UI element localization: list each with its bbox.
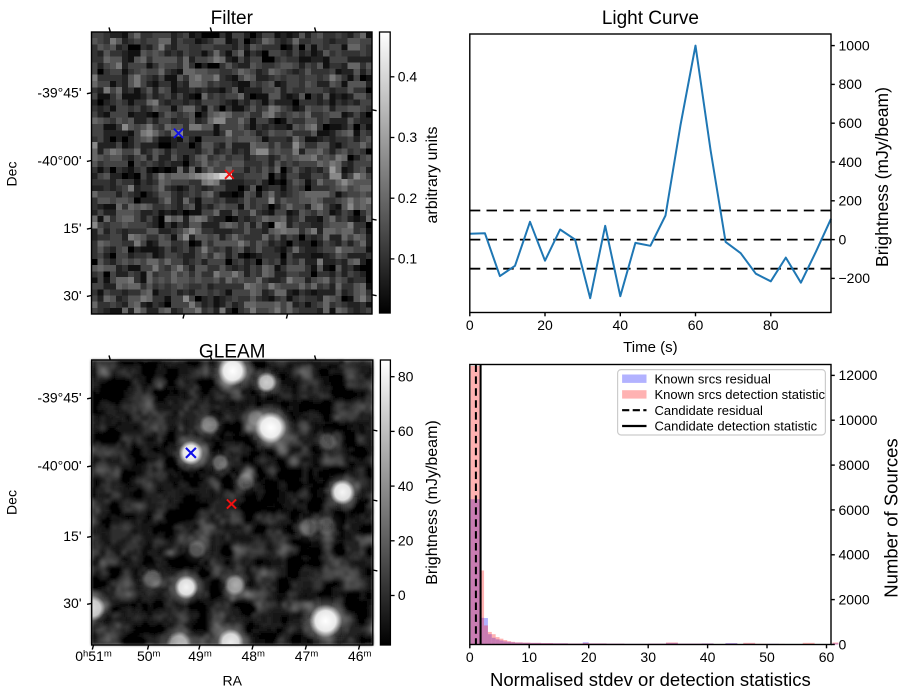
svg-text:Time (s): Time (s) xyxy=(623,339,677,356)
svg-text:50m: 50m xyxy=(137,648,161,664)
svg-text:12000: 12000 xyxy=(839,367,878,383)
svg-text:6000: 6000 xyxy=(839,502,870,518)
svg-text:0.4: 0.4 xyxy=(398,69,418,85)
svg-text:60: 60 xyxy=(819,649,835,665)
svg-text:0: 0 xyxy=(398,587,406,603)
svg-text:Dec: Dec xyxy=(4,162,20,187)
svg-text:Dec: Dec xyxy=(4,490,20,515)
svg-text:−200: −200 xyxy=(839,270,871,286)
svg-text:10: 10 xyxy=(521,649,537,665)
svg-text:RA: RA xyxy=(222,673,242,689)
svg-text:Brightness (mJy/beam): Brightness (mJy/beam) xyxy=(872,87,892,267)
svg-text:30': 30' xyxy=(63,595,81,611)
svg-text:Filter: Filter xyxy=(211,8,254,29)
svg-text:8000: 8000 xyxy=(839,457,870,473)
svg-text:Candidate residual: Candidate residual xyxy=(655,403,764,418)
svg-text:GLEAM: GLEAM xyxy=(199,342,266,363)
svg-text:49m: 49m xyxy=(188,648,212,664)
svg-text:80: 80 xyxy=(398,368,414,384)
svg-text:0.1: 0.1 xyxy=(398,251,418,267)
svg-text:60: 60 xyxy=(398,423,414,439)
svg-text:Number of Sources: Number of Sources xyxy=(881,438,902,597)
svg-text:Known srcs detection statistic: Known srcs detection statistic xyxy=(655,387,826,402)
svg-text:47m: 47m xyxy=(295,648,319,664)
svg-text:0.2: 0.2 xyxy=(398,190,418,206)
svg-text:15': 15' xyxy=(63,528,81,544)
svg-text:20: 20 xyxy=(581,649,597,665)
svg-text:Light Curve: Light Curve xyxy=(602,8,699,29)
svg-text:2000: 2000 xyxy=(839,591,870,607)
svg-text:0: 0 xyxy=(466,317,474,333)
svg-text:800: 800 xyxy=(839,76,863,92)
svg-text:-39°45': -39°45' xyxy=(37,390,81,406)
svg-text:Brightness (mJy/beam): Brightness (mJy/beam) xyxy=(424,420,441,585)
svg-text:200: 200 xyxy=(839,193,863,209)
svg-text:20: 20 xyxy=(537,317,553,333)
svg-text:30': 30' xyxy=(63,287,81,303)
svg-text:400: 400 xyxy=(839,154,863,170)
svg-text:0.3: 0.3 xyxy=(398,129,418,145)
svg-text:15': 15' xyxy=(63,220,81,236)
svg-text:0h51m: 0h51m xyxy=(75,648,112,664)
svg-text:arbitrary units: arbitrary units xyxy=(424,127,441,224)
svg-text:30: 30 xyxy=(640,649,656,665)
svg-text:40: 40 xyxy=(613,317,629,333)
svg-text:1000: 1000 xyxy=(839,37,870,53)
svg-text:Known srcs residual: Known srcs residual xyxy=(655,371,771,386)
svg-text:10000: 10000 xyxy=(839,412,878,428)
svg-text:4000: 4000 xyxy=(839,547,870,563)
svg-text:600: 600 xyxy=(839,115,863,131)
svg-text:-40°00': -40°00' xyxy=(37,458,81,474)
svg-text:80: 80 xyxy=(763,317,779,333)
svg-text:46m: 46m xyxy=(348,648,372,664)
svg-text:48m: 48m xyxy=(241,648,265,664)
svg-text:-40°00': -40°00' xyxy=(37,152,81,168)
svg-text:20: 20 xyxy=(398,533,414,549)
svg-text:-39°45': -39°45' xyxy=(37,85,81,101)
svg-text:40: 40 xyxy=(700,649,716,665)
svg-text:Candidate detection statistic: Candidate detection statistic xyxy=(655,419,818,434)
svg-text:50: 50 xyxy=(759,649,775,665)
svg-text:0: 0 xyxy=(466,649,474,665)
svg-text:0: 0 xyxy=(839,636,847,652)
svg-text:60: 60 xyxy=(688,317,704,333)
svg-text:0: 0 xyxy=(839,231,847,247)
svg-text:40: 40 xyxy=(398,478,414,494)
svg-text:Normalised stdev or detection: Normalised stdev or detection statistics xyxy=(490,669,811,690)
